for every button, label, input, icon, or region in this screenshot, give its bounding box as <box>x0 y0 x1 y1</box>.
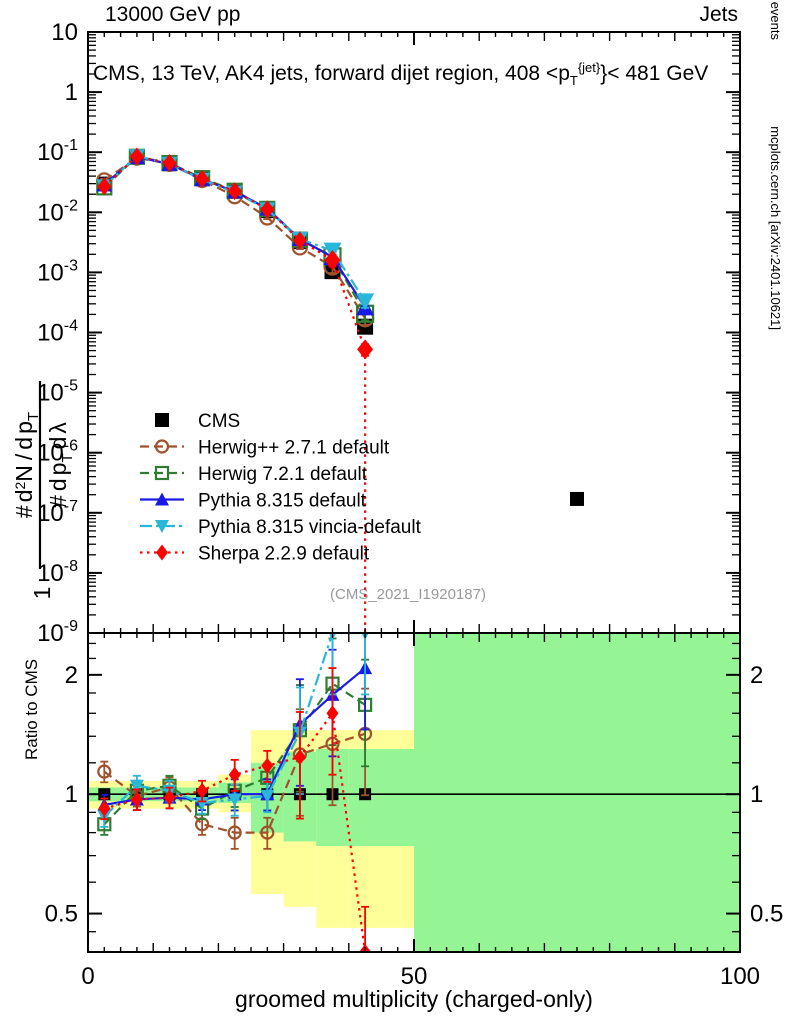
data-marker <box>97 177 112 196</box>
y-axis-tick-label: 10-8 <box>37 558 78 587</box>
series-line <box>103 155 367 315</box>
beam-energy-label: 13000 GeV pp <box>105 3 241 26</box>
series-line <box>103 156 367 319</box>
legend-label[interactable]: Sherpa 2.2.9 default <box>198 544 370 565</box>
data-marker <box>162 154 177 173</box>
data-marker <box>129 147 144 166</box>
y-axis-tick-label: 10-4 <box>37 318 78 347</box>
data-marker <box>228 766 241 783</box>
y-axis-tick-label: 10-2 <box>37 197 78 226</box>
data-marker <box>292 231 307 250</box>
data-marker <box>196 782 209 799</box>
data-marker <box>130 791 143 808</box>
data-marker <box>155 520 169 533</box>
analysis-id-watermark: (CMS_2021_I1920187) <box>330 586 486 603</box>
y-axis-tick-label: 10-7 <box>37 498 78 527</box>
series-line-ratio <box>104 710 367 952</box>
x-axis-tick-label: 100 <box>720 963 760 990</box>
data-marker <box>356 293 375 311</box>
series-line <box>103 155 367 308</box>
ratio-y-tick-label: 2 <box>65 662 78 689</box>
data-marker <box>97 764 112 779</box>
plot-title: CMS, 13 TeV, AK4 jets, forward dijet reg… <box>93 60 708 88</box>
data-marker <box>260 200 275 219</box>
ratio-y-tick-label: 1 <box>65 781 78 808</box>
plot-title-subscript: T <box>569 73 578 89</box>
y-axis-tick-label: 10-5 <box>37 378 78 407</box>
y-axis-tick-label: 10 <box>51 19 78 46</box>
ratio-y-tick-label-right: 0.5 <box>750 901 783 928</box>
uncertainty-band-green <box>414 633 740 952</box>
svg-text:#dpTdλ: #dpTdλ <box>45 422 76 508</box>
data-marker <box>261 757 274 774</box>
data-marker <box>154 465 170 481</box>
data-marker <box>260 825 275 840</box>
x-axis-label: groomed multiplicity (charged-only) <box>235 986 593 1012</box>
legend-label[interactable]: Pythia 8.315 default <box>198 491 367 512</box>
plot-title-suffix: }< 481 GeV <box>600 62 709 85</box>
data-marker <box>155 492 169 506</box>
data-marker <box>227 825 242 840</box>
data-marker <box>163 789 176 806</box>
legend-label[interactable]: Pythia 8.315 vincia-default <box>198 517 422 538</box>
main-panel-frame <box>87 31 741 634</box>
data-marker <box>326 705 339 722</box>
data-marker <box>260 789 275 803</box>
data-marker <box>195 169 210 188</box>
svg-text:#d2N/dpT: #d2N/dpT <box>11 412 42 518</box>
data-marker <box>195 797 210 811</box>
series-line <box>103 154 367 302</box>
ratio-panel-data <box>97 633 373 952</box>
main-axis-label: #d2N/dpT #dpTdλ 1 <box>11 381 76 600</box>
legend-label[interactable]: Herwig 7.2.1 default <box>198 464 368 485</box>
data-marker <box>155 413 169 427</box>
x-axis-tick-label: 50 <box>401 963 428 990</box>
data-marker <box>324 250 341 271</box>
y-axis-tick-label: 10-6 <box>37 438 78 467</box>
y-axis-tick-label: 1 <box>65 79 78 106</box>
ratio-y-tick-label: 0.5 <box>45 901 78 928</box>
plot-title-prefix: CMS, 13 TeV, AK4 jets, forward dijet reg… <box>93 62 570 85</box>
legend-label[interactable]: CMS <box>198 411 240 432</box>
data-marker <box>129 779 144 793</box>
data-marker <box>98 800 111 817</box>
analysis-category-label: Jets <box>699 3 738 26</box>
svg-text:1: 1 <box>29 587 55 600</box>
uncertainty-band-green <box>348 749 414 847</box>
data-marker <box>154 439 170 454</box>
x-axis-tick-label: 0 <box>81 963 94 990</box>
ratio-y-tick-label-right: 1 <box>750 781 763 808</box>
y-axis-tick-label: 10-3 <box>37 257 78 286</box>
y-axis-tick-label: 10-1 <box>37 137 78 166</box>
data-marker <box>227 182 242 201</box>
data-marker <box>570 491 584 506</box>
legend-label[interactable]: Herwig++ 2.7.1 default <box>198 438 390 459</box>
data-marker <box>156 544 168 561</box>
data-marker <box>293 749 306 766</box>
data-marker <box>227 793 242 807</box>
ratio-y-tick-label-right: 2 <box>750 662 763 689</box>
plot-title-superscript: {jet} <box>577 60 601 75</box>
data-marker <box>357 339 374 360</box>
main-panel-data <box>96 147 584 633</box>
y-axis-tick-label: 10-9 <box>37 618 78 647</box>
